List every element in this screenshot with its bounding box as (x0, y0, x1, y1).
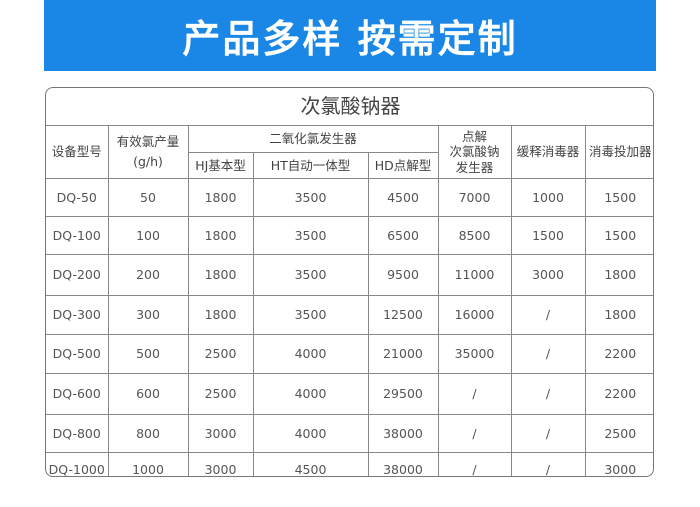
table-cell: 9500 (367, 254, 439, 296)
table-row: DQ-600 600 2500 4000 29500//2200 (46, 373, 653, 415)
banner: 产品多样 按需定制 (44, 0, 656, 71)
header-naclo-l2: 次氯酸钠 (449, 144, 500, 160)
table-cell: DQ-100 (46, 216, 109, 255)
header-output: 有效氯产量 (g/h) (107, 125, 189, 179)
header-hd: HD点解型 (367, 152, 438, 179)
table-cell: 11000 (437, 254, 512, 296)
table-cell: 800 (107, 414, 189, 453)
table-cell: 3500 (252, 295, 369, 335)
table-cell: 1500 (584, 178, 653, 217)
table-cell: 3500 (252, 216, 369, 255)
table-cell: 4000 (252, 334, 369, 374)
header-dosing: 消毒投加器 (584, 125, 653, 179)
table-cell: 50 (107, 178, 189, 217)
table-cell: DQ-500 (46, 334, 109, 374)
table-cell: 12500 (367, 295, 439, 335)
table-row: DQ-800 800 3000 4000 38000//2500 (46, 414, 653, 453)
spec-table: 次氯酸钠器 设备型号 有效氯产量 (g/h) 二氧化氯发生器 点解 次氯酸钠 发生器 … (46, 88, 653, 476)
table-cell: 1000 (107, 452, 189, 476)
table-cell: / (437, 373, 512, 415)
table-cell: 1000 (510, 178, 586, 217)
table-cell: 200 (107, 254, 189, 296)
table-cell: 16000 (437, 295, 512, 335)
table-cell: 3000 (510, 254, 586, 296)
table-cell: / (437, 452, 512, 476)
table-row: DQ-50 50 1800 3500 4500 7000 1000 1500 (46, 178, 653, 217)
table-cell: 35000 (437, 334, 512, 374)
table-cell: / (437, 414, 512, 453)
table-cell: 3500 (252, 254, 369, 296)
header-naclo-l3: 发生器 (455, 159, 494, 175)
table-cell: DQ-300 (46, 295, 109, 335)
table-cell: 600 (107, 373, 189, 415)
table-cell: 38000 (367, 452, 439, 476)
table-cell: 38000 (367, 414, 439, 453)
table-cell: DQ-1000 (46, 452, 109, 476)
table-cell: 1800 (584, 254, 653, 296)
header-naclo: 点解 次氯酸钠 发生器 (437, 125, 512, 179)
banner-title: 产品多样 按需定制 (182, 17, 518, 61)
table-cell: / (510, 452, 586, 476)
table-cell: 2500 (187, 373, 254, 415)
table-cell: 7000 (437, 178, 512, 217)
table-cell: 6500 (367, 216, 439, 255)
table-cell: / (510, 373, 586, 415)
header-output-label: 有效氯产量 (116, 134, 180, 150)
table-cell: 2500 (584, 414, 653, 453)
table-cell: 1500 (584, 216, 653, 255)
table-cell: DQ-50 (46, 178, 109, 217)
table-cell: 2200 (584, 373, 653, 415)
table-cell: 1800 (584, 295, 653, 335)
header-row-2: HJ基本型 HT自动一体型 HD点解型 (46, 152, 653, 179)
table-cell: 4500 (252, 452, 369, 476)
table-cell: / (510, 334, 586, 374)
table-row: DQ-200 200 1800 3500 9500 11000 3000 1800 (46, 254, 653, 296)
table-cell: DQ-600 (46, 373, 109, 415)
table-cell: 500 (107, 334, 189, 374)
table-cell: DQ-800 (46, 414, 109, 453)
table-cell: 3000 (187, 414, 254, 453)
table-cell: 4000 (252, 373, 369, 415)
table-cell: 3000 (187, 452, 254, 476)
table-title: 次氯酸钠器 (46, 88, 653, 126)
header-hj: HJ基本型 (188, 152, 254, 179)
table-cell: 1800 (187, 216, 254, 255)
table-cell: 3500 (252, 178, 369, 217)
header-clo2-group: 二氧化氯发生器 (187, 125, 439, 153)
header-output-unit: (g/h) (133, 154, 163, 169)
header-model: 设备型号 (46, 125, 109, 179)
table-title-row: 次氯酸钠器 (46, 88, 653, 126)
table-cell: 21000 (367, 334, 439, 374)
header-slow-release: 缓释消毒器 (510, 125, 586, 179)
table-cell: 4000 (252, 414, 369, 453)
table-cell: 1800 (187, 295, 254, 335)
table-cell: 4500 (367, 178, 439, 217)
header-row-1: 设备型号 有效氯产量 (g/h) 二氧化氯发生器 点解 次氯酸钠 发生器 缓释消毒器 … (46, 125, 653, 179)
table-cell: DQ-200 (46, 254, 109, 296)
header-ht: HT自动一体型 (252, 152, 369, 179)
header-naclo-l1: 点解 (461, 128, 487, 144)
table-row: DQ-1000 1000 3000 4500 38000//3000 (46, 452, 653, 476)
table-row: DQ-500 500 2500 4000 21000 35000/2200 (46, 334, 653, 374)
table-cell: 1500 (510, 216, 586, 255)
table-cell: / (510, 295, 586, 335)
table-row: DQ-300 300 1800 3500 12500 16000/1800 (46, 295, 653, 335)
table-cell: 3000 (584, 452, 653, 476)
table-cell: 1800 (187, 254, 254, 296)
table-cell: 29500 (367, 373, 439, 415)
table-cell: 2200 (584, 334, 653, 374)
table-cell: 100 (107, 216, 189, 255)
table-row: DQ-100 100 1800 3500 6500 8500 1500 1500 (46, 216, 653, 255)
table-cell: / (510, 414, 586, 453)
table-cell: 8500 (437, 216, 512, 255)
table-cell: 2500 (187, 334, 254, 374)
spec-table-container: 次氯酸钠器 设备型号 有效氯产量 (g/h) 二氧化氯发生器 点解 次氯酸钠 发生器 … (45, 87, 654, 477)
table-cell: 1800 (187, 178, 254, 217)
table-cell: 300 (107, 295, 189, 335)
